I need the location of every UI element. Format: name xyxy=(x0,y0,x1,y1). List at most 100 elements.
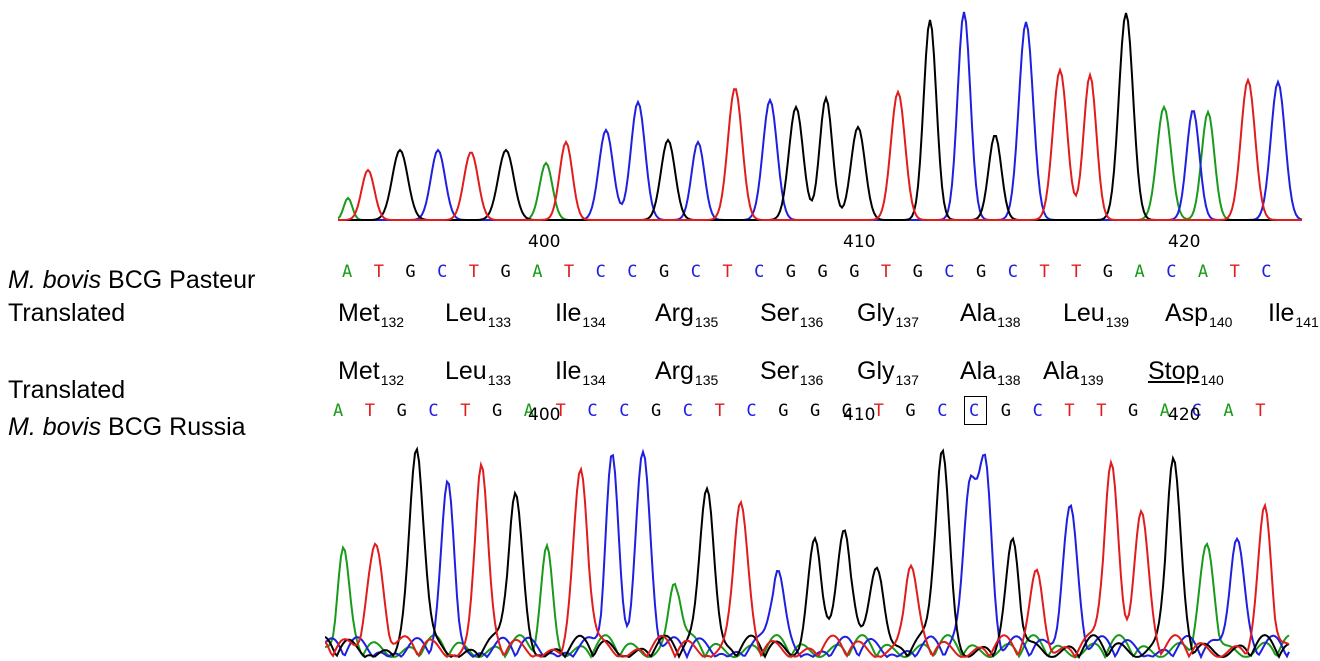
bottom-residue-3: Arg135 xyxy=(655,356,718,395)
residue-number: 137 xyxy=(895,372,919,388)
bottom-base-23: T xyxy=(1064,401,1075,421)
residue-name: Ala xyxy=(1043,357,1080,385)
top-residue-5: Gly137 xyxy=(857,298,919,337)
residue-number: 133 xyxy=(487,372,512,388)
top-tick-400: 400 xyxy=(528,232,561,252)
top-base-24: G xyxy=(1102,262,1114,282)
top-base-27: A xyxy=(1197,262,1209,282)
residue-name: Met xyxy=(338,357,380,385)
bottom-base-13: C xyxy=(746,401,757,421)
top-strain-label: M. bovis BCG Pasteur xyxy=(8,265,255,295)
bottom-base-4: T xyxy=(460,401,471,421)
residue-name: Arg xyxy=(655,299,694,327)
top-strain-name: BCG Pasteur xyxy=(101,266,256,294)
trace-G xyxy=(325,446,1290,660)
top-base-10: G xyxy=(659,262,670,282)
top-base-3: C xyxy=(437,262,448,282)
residue-number: 138 xyxy=(997,372,1021,388)
bottom-base-27: C xyxy=(1191,401,1202,421)
top-base-18: G xyxy=(912,262,923,282)
residue-name: Leu xyxy=(445,299,487,327)
mutation-highlight-box xyxy=(964,396,987,425)
top-chromatogram xyxy=(338,11,1303,221)
bottom-strain-name: BCG Russia xyxy=(101,413,246,441)
bottom-base-17: T xyxy=(873,401,884,421)
residue-name: Arg xyxy=(655,357,694,385)
top-tick-420: 420 xyxy=(1168,232,1201,252)
top-residue-8: Asp140 xyxy=(1165,298,1232,337)
top-residue-4: Ser136 xyxy=(760,298,823,337)
residue-number: 135 xyxy=(694,372,719,388)
bottom-base-12: T xyxy=(714,401,725,421)
bottom-base-5: G xyxy=(492,401,503,421)
bottom-tick-410: 410 xyxy=(843,405,876,425)
top-residue-0: Met132 xyxy=(338,298,404,337)
bottom-base-20: C xyxy=(969,401,980,421)
top-base-16: G xyxy=(849,262,860,282)
bottom-base-6: A xyxy=(523,401,535,421)
residue-number: 141 xyxy=(1295,314,1319,330)
residue-number: 134 xyxy=(582,372,606,388)
bottom-base-14: G xyxy=(778,401,789,421)
top-base-1: T xyxy=(373,262,384,282)
residue-name: Ala xyxy=(960,357,997,385)
residue-number: 139 xyxy=(1105,314,1130,330)
residue-name: Ala xyxy=(960,299,997,327)
top-base-17: T xyxy=(880,262,892,282)
bottom-base-8: C xyxy=(587,401,598,421)
top-residue-6: Ala138 xyxy=(960,298,1021,337)
top-base-4: T xyxy=(468,262,480,282)
bottom-base-18: G xyxy=(905,401,916,421)
top-residue-2: Ile134 xyxy=(555,298,606,337)
residue-number: 134 xyxy=(582,314,606,330)
bottom-base-25: G xyxy=(1128,401,1139,421)
bottom-base-28: A xyxy=(1223,401,1234,421)
residue-number: 139 xyxy=(1080,372,1104,388)
top-base-14: G xyxy=(785,262,797,282)
residue-name: Ile xyxy=(1268,299,1295,327)
top-base-15: G xyxy=(817,262,828,282)
bottom-residue-8: Stop140 xyxy=(1148,356,1224,395)
residue-number: 136 xyxy=(799,372,824,388)
bottom-base-19: C xyxy=(937,401,948,421)
top-base-23: T xyxy=(1071,262,1082,282)
top-base-6: A xyxy=(532,262,543,282)
bottom-residue-5: Gly137 xyxy=(857,356,919,395)
residue-number: 136 xyxy=(799,314,824,330)
bottom-base-3: C xyxy=(428,401,439,421)
residue-name: Gly xyxy=(857,299,895,327)
top-residue-9: Ile141 xyxy=(1268,298,1319,337)
top-tick-410: 410 xyxy=(843,232,876,252)
residue-number: 132 xyxy=(380,314,405,330)
residue-name: Ser xyxy=(760,357,799,385)
bottom-strain-label: M. bovis BCG Russia xyxy=(8,412,246,442)
trace-G xyxy=(338,12,1302,221)
top-base-28: T xyxy=(1229,262,1240,282)
residue-name: Leu xyxy=(445,357,487,385)
top-base-0: A xyxy=(342,262,353,282)
trace-T xyxy=(338,66,1302,221)
top-base-12: T xyxy=(722,262,733,282)
trace-A xyxy=(325,541,1290,660)
bottom-residue-2: Ile134 xyxy=(555,356,606,395)
bottom-base-16: G xyxy=(841,401,853,421)
residue-name: Stop xyxy=(1148,357,1200,385)
bottom-base-9: C xyxy=(619,401,630,421)
top-base-13: C xyxy=(754,262,765,282)
trace-T xyxy=(325,458,1290,659)
residue-number: 133 xyxy=(487,314,512,330)
top-base-29: C xyxy=(1261,262,1272,282)
top-base-19: C xyxy=(944,262,955,282)
bottom-base-26: A xyxy=(1159,401,1171,421)
residue-number: 138 xyxy=(997,314,1021,330)
bottom-base-21: G xyxy=(1000,401,1012,421)
bottom-residue-4: Ser136 xyxy=(760,356,823,395)
residue-number: 137 xyxy=(895,314,919,330)
bottom-residue-6: Ala138 xyxy=(960,356,1021,395)
top-base-21: C xyxy=(1007,262,1018,282)
bottom-base-10: G xyxy=(651,401,662,421)
top-base-22: T xyxy=(1039,262,1050,282)
trace-C xyxy=(325,448,1290,660)
bottom-translated-label: Translated xyxy=(8,376,126,404)
bottom-base-15: G xyxy=(810,401,821,421)
